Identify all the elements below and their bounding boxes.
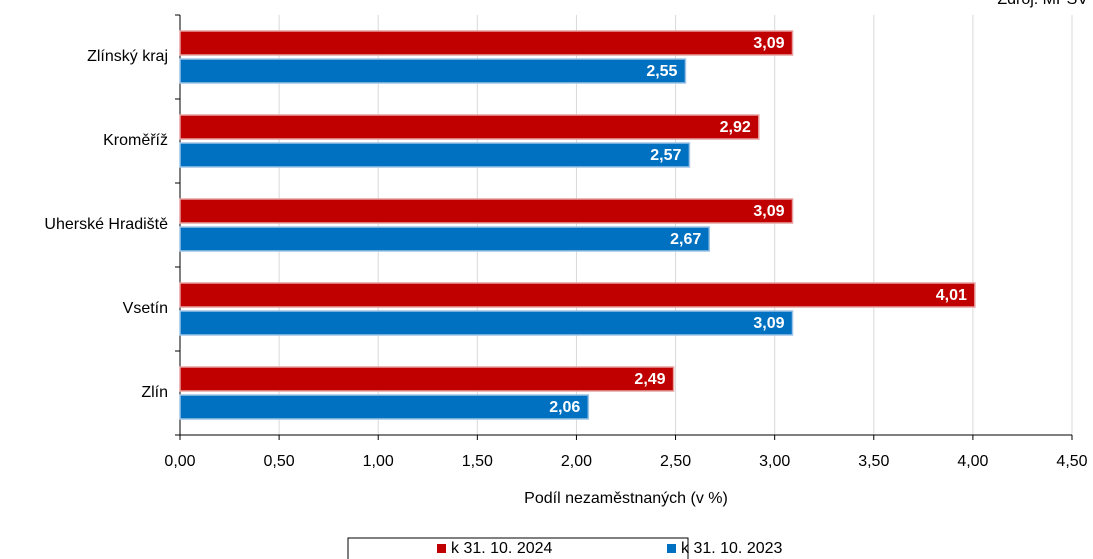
bar (179, 366, 675, 392)
legend-swatch (437, 544, 446, 553)
x-tick-label: 1,50 (462, 453, 493, 470)
y-tick-label: Uherské Hradiště (44, 216, 168, 233)
x-tick-label: 0,50 (264, 453, 295, 470)
x-tick-label: 2,50 (660, 453, 691, 470)
legend-box (347, 537, 689, 559)
bar (179, 142, 691, 168)
value-label: 2,67 (670, 231, 701, 248)
source: Zdroj: MPSV (997, 0, 1088, 8)
legend-label: k 31. 10. 2023 (681, 540, 783, 557)
value-label: 3,09 (753, 203, 784, 220)
value-label: 2,57 (650, 147, 681, 164)
y-tick-label: Kroměříž (103, 132, 168, 149)
x-tick-label: 2,00 (561, 453, 592, 470)
bar (179, 226, 711, 252)
bar (179, 282, 976, 308)
bar (179, 114, 760, 140)
legend-swatch (667, 544, 676, 553)
value-label: 4,01 (936, 287, 967, 304)
x-tick-label: 0,00 (164, 453, 195, 470)
value-label: 2,49 (634, 371, 665, 388)
bar (179, 394, 590, 420)
bar (179, 310, 794, 336)
x-tick-label: 4,00 (957, 453, 988, 470)
x-tick-label: 3,00 (759, 453, 790, 470)
y-tick-label: Zlínský kraj (87, 48, 168, 65)
bar (179, 58, 687, 84)
value-label: 2,55 (646, 63, 677, 80)
legend-label: k 31. 10. 2024 (451, 540, 553, 557)
value-label: 3,09 (753, 35, 784, 52)
value-label: 3,09 (753, 315, 784, 332)
value-label: 2,92 (720, 119, 751, 136)
bar (179, 30, 794, 56)
y-tick-label: Vsetín (123, 300, 168, 317)
x-tick-label: 4,50 (1056, 453, 1087, 470)
y-tick-label: Zlín (141, 384, 168, 401)
x-tick-label: 3,50 (858, 453, 889, 470)
x-axis-label: Podíl nezaměstnaných (v %) (524, 490, 728, 507)
value-label: 2,06 (549, 399, 580, 416)
bar (179, 198, 794, 224)
x-tick-label: 1,00 (363, 453, 394, 470)
